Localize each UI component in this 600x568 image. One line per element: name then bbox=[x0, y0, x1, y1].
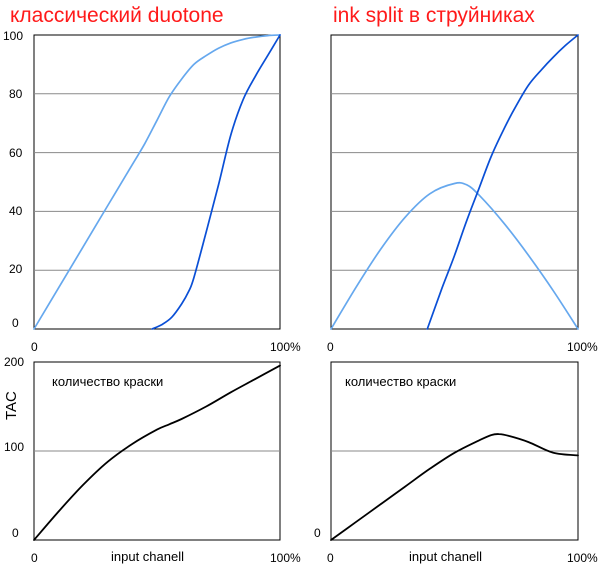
y-tick-20: 20 bbox=[9, 262, 23, 276]
y-tick-0: 0 bbox=[314, 526, 321, 540]
panel-top-left: 0 20 40 60 80 100 0 100% bbox=[3, 29, 301, 354]
chart-title-right: ink split в струйниках bbox=[333, 4, 535, 27]
series-line-1 bbox=[33, 34, 281, 330]
panel-bottom-right: количество краски 0 0 input chanell 100% bbox=[314, 361, 598, 565]
x-axis-label: input chanell bbox=[409, 549, 482, 564]
y-tick-100: 100 bbox=[4, 440, 24, 454]
series-line-2 bbox=[151, 34, 281, 330]
y-axis-label: TAC bbox=[3, 391, 20, 420]
series-bottom-right bbox=[330, 433, 579, 541]
y-tick-200: 200 bbox=[4, 355, 24, 369]
x-tick-0: 0 bbox=[31, 340, 38, 354]
y-tick-60: 60 bbox=[9, 146, 23, 160]
series-top-right bbox=[330, 34, 579, 330]
annotation-ink-amount: количество краски bbox=[345, 374, 456, 389]
y-tick-0: 0 bbox=[12, 316, 19, 330]
series-line-1 bbox=[330, 433, 579, 541]
y-tick-0: 0 bbox=[12, 526, 19, 540]
x-axis-label: input chanell bbox=[111, 549, 184, 564]
series-top-left bbox=[33, 34, 281, 330]
x-tick-100: 100% bbox=[567, 340, 598, 354]
panel-top-right: 0 100% bbox=[327, 34, 598, 354]
series-line-1 bbox=[330, 181, 579, 330]
chart-title-left: классический duotone bbox=[10, 4, 224, 27]
x-tick-100: 100% bbox=[270, 551, 301, 565]
series-line-2 bbox=[426, 34, 579, 330]
y-tick-40: 40 bbox=[9, 204, 23, 218]
series-line-1 bbox=[33, 364, 281, 541]
x-tick-0: 0 bbox=[31, 551, 38, 565]
series-bottom-left bbox=[33, 364, 281, 541]
grid-top-right bbox=[331, 93, 578, 271]
plot-area-top-right bbox=[330, 34, 579, 330]
y-tick-80: 80 bbox=[9, 87, 23, 101]
x-tick-0: 0 bbox=[327, 340, 334, 354]
x-tick-100: 100% bbox=[270, 340, 301, 354]
grid-top-left bbox=[34, 93, 280, 271]
plot-area-top-left bbox=[33, 34, 281, 330]
y-tick-100: 100 bbox=[3, 29, 23, 43]
x-tick-0: 0 bbox=[327, 551, 334, 565]
panel-bottom-left: количество краски TAC 0 100 200 0 input … bbox=[3, 355, 301, 565]
annotation-ink-amount: количество краски bbox=[52, 374, 163, 389]
x-tick-100: 100% bbox=[567, 551, 598, 565]
